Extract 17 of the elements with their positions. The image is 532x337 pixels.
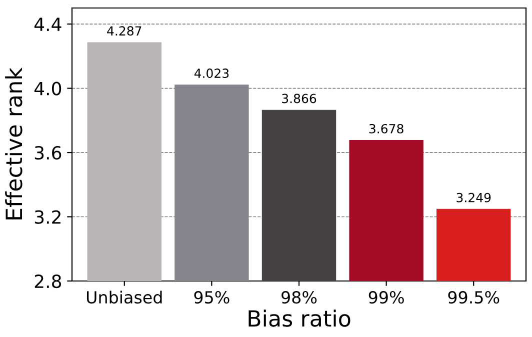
data-label: 3.866 — [282, 94, 316, 104]
y-tick-label: 3.6 — [34, 146, 62, 160]
x-tick-label: Unbiased — [86, 290, 162, 304]
x-axis-title: Bias ratio — [248, 310, 350, 327]
y-tick-label: 4.0 — [34, 82, 62, 96]
x-tick-label: 99% — [368, 291, 404, 304]
x-tick-label: 98% — [282, 291, 317, 304]
x-tick-label: 95% — [194, 291, 230, 304]
data-label: 4.287 — [107, 26, 142, 36]
data-label: 3.678 — [369, 124, 404, 134]
y-axis-title: Effective rank — [5, 68, 22, 220]
data-label: 4.023 — [194, 68, 229, 78]
y-tick-label: 4.4 — [34, 18, 62, 31]
y-tick-label: 3.2 — [34, 210, 60, 224]
data-label: 3.249 — [456, 192, 491, 202]
y-tick-label: 2.8 — [34, 274, 62, 288]
x-tick-label: 99.5% — [448, 291, 500, 304]
